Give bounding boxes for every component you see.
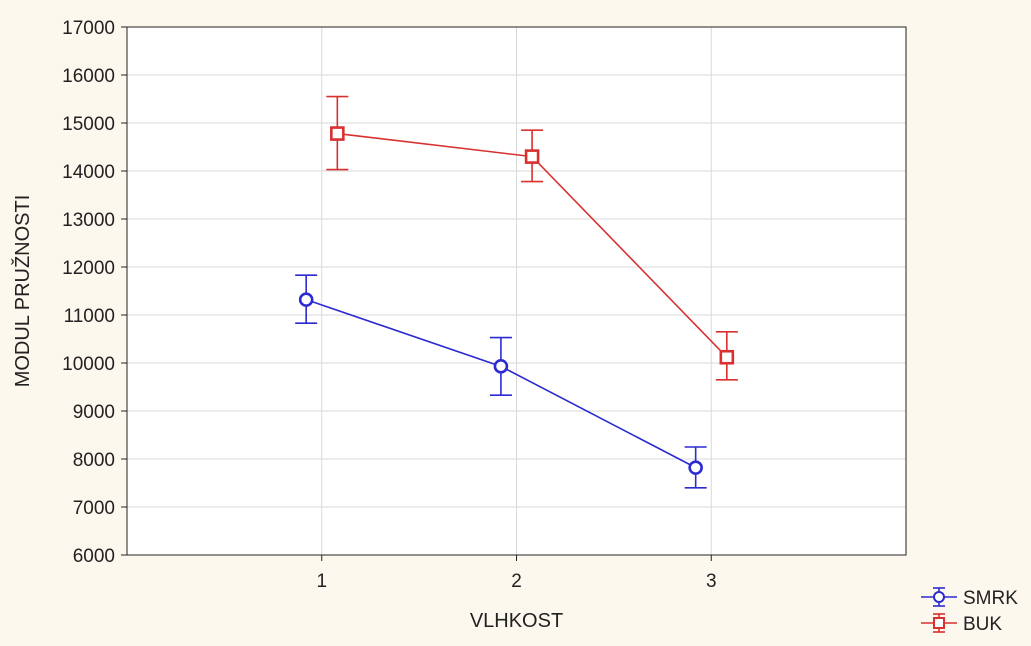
y-tick-label: 6000 [73, 546, 115, 567]
y-tick-label: 8000 [73, 450, 115, 471]
legend: SMRK BUK [921, 587, 1018, 635]
data-point [719, 349, 735, 365]
data-point [298, 292, 314, 307]
data-point [524, 149, 540, 164]
y-tick-label: 14000 [62, 162, 115, 183]
legend-marker [933, 591, 945, 603]
legend-label: SMRK [963, 588, 1018, 609]
x-axis-title: VLHKOST [470, 610, 563, 632]
y-tick-label: 17000 [62, 18, 115, 39]
y-tick-label: 16000 [62, 66, 115, 87]
y-tick-label: 11000 [64, 306, 115, 327]
legend-marker [933, 617, 945, 629]
data-point [330, 126, 345, 141]
data-point [688, 460, 703, 475]
y-axis-title: MODUL PRUŽNOSTI [11, 195, 34, 388]
legend-item-smrk: SMRK [921, 587, 1018, 609]
y-axis: 6000 7000 8000 9000 10000 11000 12000 13000 1400… [62, 18, 127, 567]
x-tick-label: 2 [511, 571, 522, 592]
y-tick-label: 15000 [62, 114, 115, 135]
y-tick-label: 10000 [62, 354, 115, 375]
y-tick-label: 9000 [73, 402, 115, 423]
x-axis: 1 2 3 [316, 555, 717, 592]
grid [126, 26, 907, 556]
y-tick-label: 13000 [62, 210, 115, 231]
data-point [493, 359, 509, 374]
x-tick-label: 1 [316, 571, 327, 592]
y-tick-label: 12000 [62, 258, 115, 279]
legend-label: BUK [963, 614, 1002, 635]
series-layer [295, 95, 738, 489]
series-smrk [295, 274, 707, 489]
x-tick-label: 3 [706, 571, 717, 592]
y-tick-label: 7000 [73, 498, 115, 519]
series-buk [326, 95, 738, 381]
legend-item-buk: BUK [921, 613, 1002, 635]
